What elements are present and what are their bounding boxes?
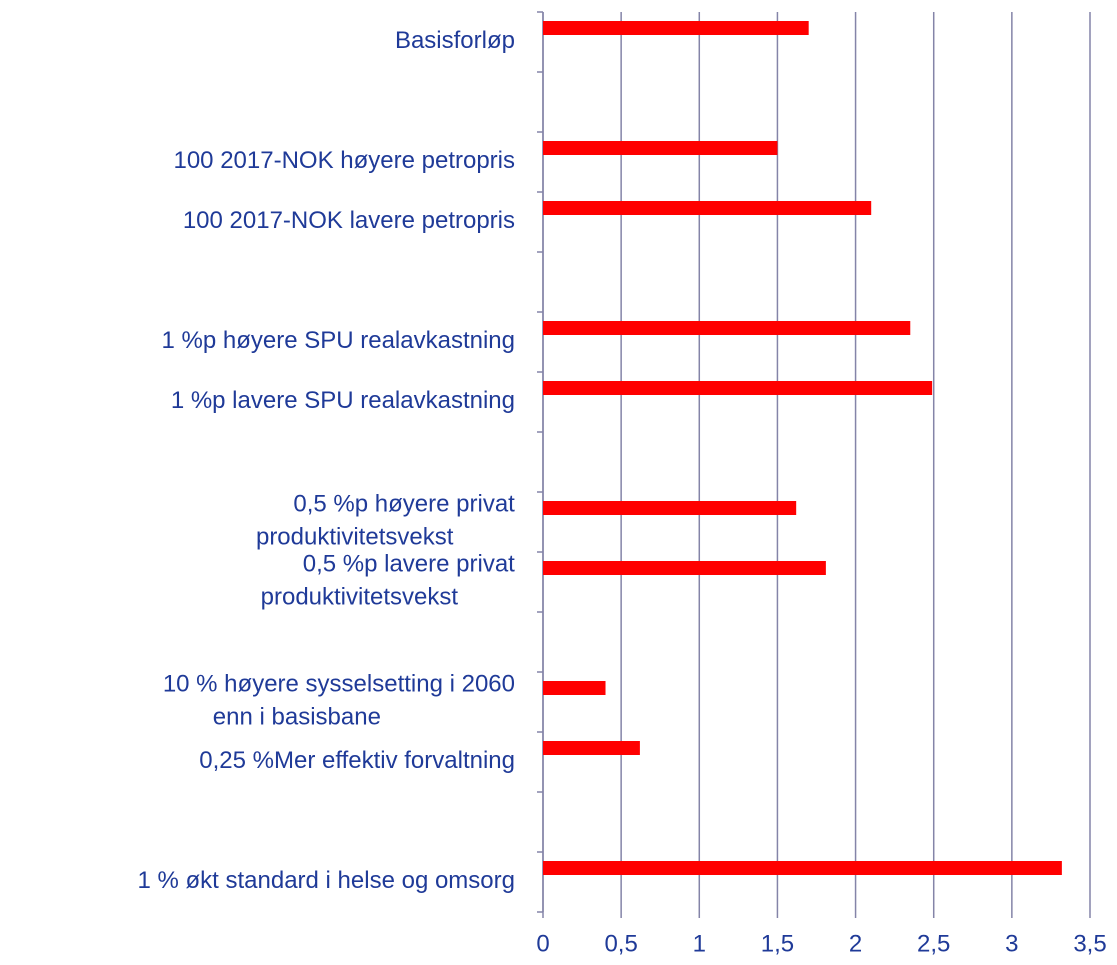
x-tick-label: 2	[849, 930, 862, 957]
x-tick-label: 0	[536, 930, 549, 957]
y-tick-label: 1 %p høyere SPU realavkastning	[161, 327, 515, 354]
x-tick-label: 1	[693, 930, 706, 957]
x-tick-label: 0,5	[604, 930, 637, 957]
y-tick-label: Basisforløp	[395, 27, 515, 54]
bar	[543, 21, 809, 35]
y-tick-label: 10 % høyere sysselsetting i 2060 enn i ba…	[163, 671, 515, 731]
x-tick-label: 3,5	[1073, 930, 1106, 957]
x-tick-label: 1,5	[761, 930, 794, 957]
x-tick-label: 2,5	[917, 930, 950, 957]
y-tick-label: 1 % økt standard i helse og omsorg	[137, 867, 515, 894]
y-tick-label: 1 %p lavere SPU realavkastning	[171, 387, 515, 414]
y-tick-label: 0,25 %Mer effektiv forvaltning	[199, 747, 515, 774]
y-tick-label: 100 2017-NOK lavere petropris	[183, 207, 515, 234]
x-tick-label: 3	[1005, 930, 1018, 957]
bar	[543, 381, 933, 395]
bar	[543, 561, 826, 575]
bar	[543, 681, 606, 695]
y-tick-label: 100 2017-NOK høyere petropris	[173, 147, 515, 174]
bar	[543, 741, 640, 755]
bar	[543, 501, 797, 515]
bar	[543, 141, 778, 155]
y-tick-label: 0,5 %p høyere privat produktivitetsvekst	[256, 491, 515, 551]
bar	[543, 321, 911, 335]
bar	[543, 201, 872, 215]
y-tick-label: 0,5 %p lavere privat produktivitetsvekst	[261, 551, 516, 611]
bar	[543, 861, 1062, 875]
